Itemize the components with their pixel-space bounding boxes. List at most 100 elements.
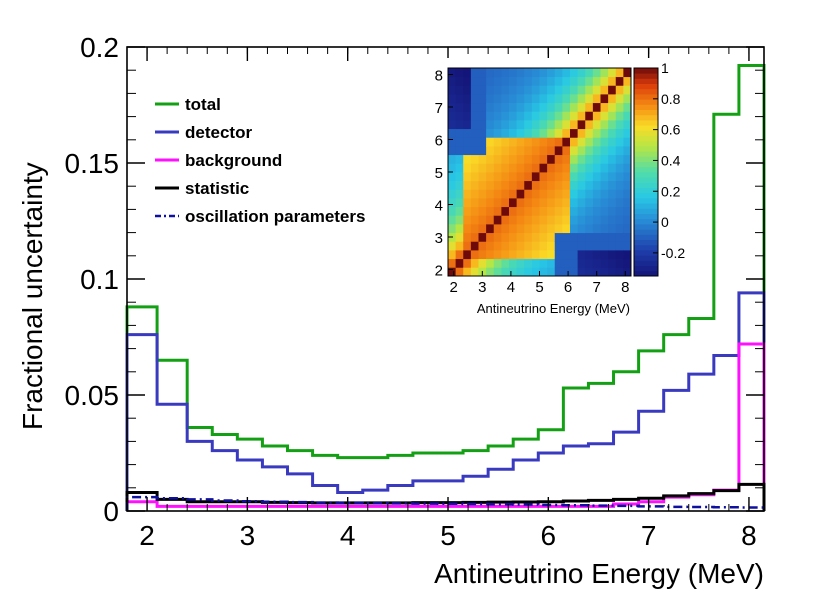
heatmap-cell [623, 241, 632, 251]
heatmap-cell [501, 250, 510, 260]
heatmap-cell [547, 180, 556, 190]
heatmap-cell [516, 68, 525, 78]
heatmap-cell [524, 189, 533, 199]
heatmap-cell [509, 215, 518, 225]
heatmap-cell [539, 206, 548, 216]
legend: total detector background statistic oscillat… [155, 95, 365, 226]
heatmap-cell [585, 206, 594, 216]
heatmap-x-tick-label: 4 [507, 279, 515, 296]
heatmap-cell [577, 267, 586, 277]
heatmap-cell [455, 258, 464, 268]
heatmap-cell [547, 206, 556, 216]
heatmap-cell [448, 163, 457, 173]
heatmap-cell [554, 267, 563, 277]
colorbar-segment [634, 224, 658, 230]
heatmap-cell [623, 102, 632, 112]
heatmap-cell [524, 180, 533, 190]
heatmap-cell [448, 172, 457, 182]
heatmap-cell [623, 111, 632, 121]
heatmap-cell [554, 224, 563, 234]
heatmap-cell [562, 241, 571, 251]
heatmap-cell [562, 128, 571, 138]
colorbar-segment [634, 213, 658, 220]
heatmap-cell [585, 68, 594, 78]
heatmap-cell [615, 85, 624, 95]
series-line-detector [125, 291, 766, 511]
heatmap-cell [524, 250, 533, 260]
heatmap-cell [463, 120, 472, 130]
legend-label: statistic [185, 179, 249, 198]
heatmap-y-tick-label: 3 [435, 230, 443, 247]
heatmap-cell [516, 267, 525, 277]
heatmap-cell [516, 241, 525, 251]
colorbar-segment [634, 104, 658, 110]
heatmap-cell [463, 102, 472, 112]
y-tick-label: 0.05 [65, 380, 120, 411]
heatmap-cell [554, 215, 563, 225]
heatmap-cell [592, 102, 601, 112]
heatmap-cell [509, 224, 518, 234]
heatmap-cell [470, 68, 479, 78]
heatmap-cell [577, 120, 586, 130]
heatmap-cell [470, 163, 479, 173]
heatmap-cell [493, 258, 502, 268]
heatmap-cell [470, 76, 479, 86]
colorbar-segment [634, 270, 658, 277]
colorbar-tick-label: 0.8 [661, 91, 681, 107]
heatmap-cell [493, 102, 502, 112]
heatmap-cell [486, 250, 495, 260]
heatmap-cell [547, 198, 556, 208]
heatmap-cell [562, 180, 571, 190]
heatmap-cell [531, 154, 540, 164]
heatmap-cell [539, 215, 548, 225]
heatmap-cell [608, 76, 617, 86]
heatmap-cell [608, 111, 617, 121]
heatmap-cell [486, 94, 495, 104]
heatmap-cell [509, 172, 518, 182]
heatmap-cell [531, 232, 540, 242]
heatmap-cell [455, 163, 464, 173]
heatmap-cell [455, 154, 464, 164]
colorbar-segment [634, 166, 658, 173]
heatmap-cell [463, 154, 472, 164]
heatmap-cell [509, 232, 518, 242]
heatmap-cell [509, 258, 518, 268]
heatmap-cell [600, 120, 609, 130]
heatmap-cell [478, 198, 487, 208]
heatmap-cell [501, 215, 510, 225]
heatmap-cell [623, 198, 632, 208]
heatmap-y-tick-label: 8 [435, 68, 443, 85]
heatmap-cell [470, 154, 479, 164]
heatmap-cell [493, 189, 502, 199]
heatmap-cell [570, 68, 579, 78]
heatmap-cell [615, 224, 624, 234]
heatmap-cell [501, 163, 510, 173]
heatmap-cell [531, 102, 540, 112]
heatmap-cell [470, 180, 479, 190]
heatmap-cell [623, 232, 632, 242]
heatmap-cell [585, 232, 594, 242]
heatmap-cell [547, 215, 556, 225]
heatmap-cell [455, 241, 464, 251]
heatmap-cell [585, 111, 594, 121]
heatmap-cell [600, 111, 609, 121]
heatmap-cell [585, 250, 594, 260]
heatmap-cell [531, 241, 540, 251]
main-x-ticks: 2 3 4 5 6 7 8 [139, 47, 757, 551]
heatmap-cell [486, 120, 495, 130]
heatmap-cell [554, 189, 563, 199]
heatmap-cell [592, 94, 601, 104]
heatmap-cell [516, 258, 525, 268]
heatmap-cell [592, 241, 601, 251]
heatmap-cell [524, 85, 533, 95]
heatmap-cell [463, 128, 472, 138]
heatmap-cell [463, 111, 472, 121]
heatmap-cell [501, 241, 510, 251]
heatmap-cell [455, 267, 464, 277]
colorbar-segment [634, 94, 658, 100]
heatmap-cell [493, 128, 502, 138]
heatmap-y-tick-label: 7 [435, 100, 443, 117]
heatmap-cell [539, 85, 548, 95]
heatmap-cell [562, 111, 571, 121]
heatmap-x-tick-label: 2 [450, 279, 458, 296]
